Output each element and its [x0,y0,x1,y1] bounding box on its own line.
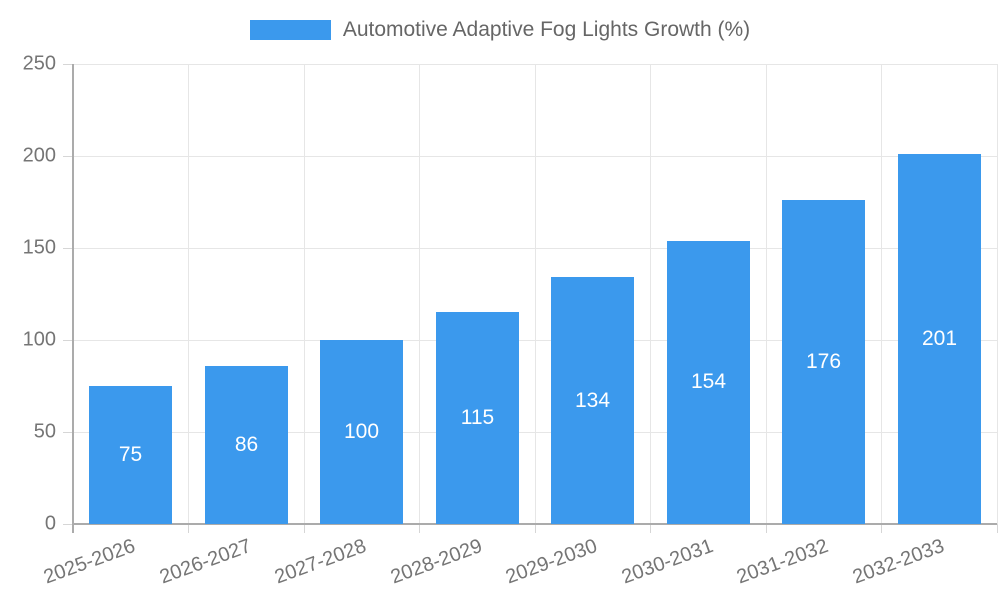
y-tick-label: 50 [33,420,56,443]
legend-label: Automotive Adaptive Fog Lights Growth (%… [342,18,751,41]
y-axis-tick [63,155,73,157]
bar: 134 [551,277,634,524]
bar: 86 [205,365,288,524]
y-tick-label: 200 [22,144,56,167]
legend-swatch-icon [249,20,331,40]
y-axis-tick [63,523,73,525]
bar: 100 [320,340,403,524]
bar: 75 [89,386,172,524]
y-axis-tick [63,63,73,65]
y-axis-line [72,64,74,533]
bar-value-label: 75 [118,443,143,466]
bar-value-label: 115 [460,406,495,430]
x-axis-tick [996,524,998,533]
x-axis-tick [881,524,882,533]
y-axis-tick [63,247,73,249]
bar: 154 [667,240,750,524]
bar-value-label: 86 [234,432,259,456]
chart-legend[interactable]: Automotive Adaptive Fog Lights Growth (%… [0,18,1000,42]
v-gridline [650,64,651,524]
x-axis-tick [650,524,651,533]
y-tick-label: 100 [22,328,56,351]
x-axis-tick [303,524,305,533]
v-gridline [419,64,420,524]
v-gridline [534,64,536,524]
bar: 176 [782,200,865,524]
x-axis-line [73,523,997,525]
v-gridline [188,64,189,524]
y-tick-label: 250 [22,52,56,75]
x-tick-label: 2030-2031 [618,535,716,589]
x-tick-label: 2031-2032 [733,535,832,589]
x-tick-label: 2028-2029 [387,535,485,589]
v-gridline [881,64,882,524]
y-axis-tick [63,339,73,341]
y-tick-label: 0 [44,512,56,535]
x-tick-label: 2029-2030 [502,535,601,589]
x-axis-tick [765,524,767,533]
bar: 201 [898,154,981,524]
x-axis-tick [534,524,536,533]
bar-value-label: 100 [343,420,380,443]
y-tick-label: 150 [22,236,56,259]
v-gridline [765,64,767,524]
bar-value-label: 176 [805,350,842,374]
x-axis-tick [188,524,189,533]
bar-value-label: 134 [574,388,611,412]
bar-value-label: 201 [921,327,958,351]
bar-value-label: 154 [690,370,727,394]
v-gridline [996,64,998,524]
x-tick-label: 2027-2028 [271,535,370,589]
y-axis-tick [63,431,73,433]
bar: 115 [436,312,519,524]
v-gridline [303,64,305,524]
x-tick-label: 2026-2027 [156,535,254,589]
x-axis-tick [419,524,420,533]
x-tick-label: 2025-2026 [40,535,139,589]
x-tick-label: 2032-2033 [849,535,947,589]
